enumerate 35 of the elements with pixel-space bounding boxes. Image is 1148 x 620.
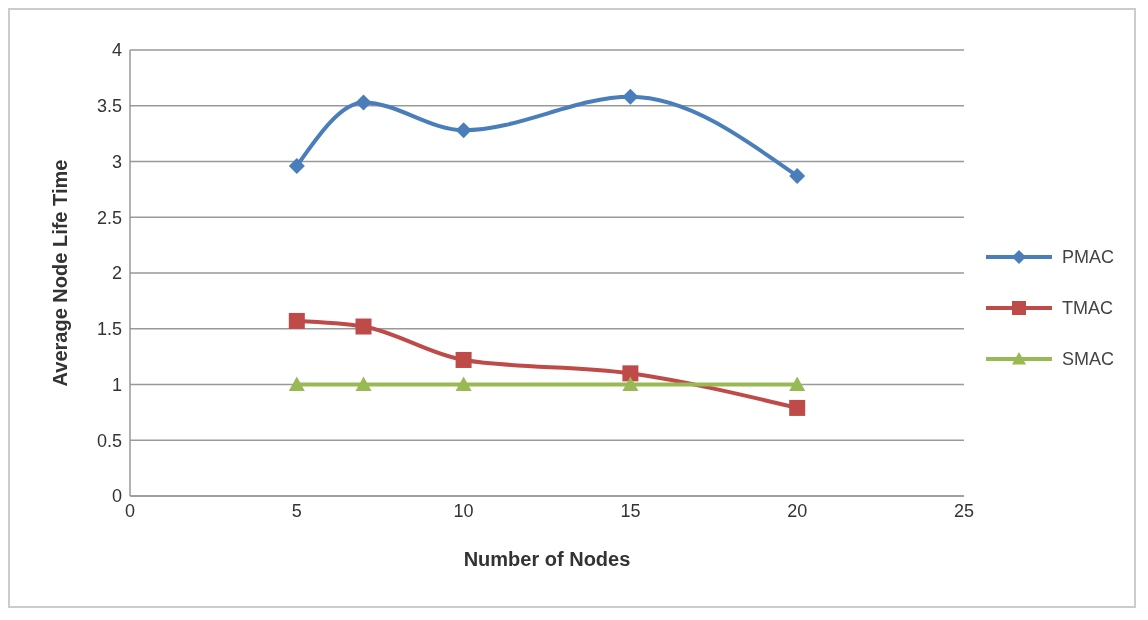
point — [622, 88, 639, 105]
y-tick-label: 0 — [111, 486, 122, 507]
point — [455, 351, 472, 368]
y-axis-title: Average Node Life Time — [49, 159, 72, 387]
x-tick-label: 5 — [291, 500, 302, 521]
point — [355, 376, 372, 391]
x-tick-label: 25 — [953, 500, 974, 521]
point — [622, 376, 639, 391]
legend-label: SMAC — [1061, 348, 1114, 370]
y-tick-label: 3.5 — [96, 96, 122, 117]
x-tick-label: 0 — [124, 500, 136, 521]
y-tick-label: 3 — [111, 151, 122, 172]
y-tick-label: 4 — [111, 40, 122, 61]
y-tick-label: 1 — [111, 374, 122, 395]
point — [622, 365, 639, 382]
legend-label: PMAC — [1061, 246, 1114, 268]
point — [355, 94, 372, 111]
y-tick-label: 1.5 — [96, 319, 122, 340]
x-tick-label: 10 — [453, 500, 474, 521]
point — [355, 318, 372, 335]
legend-label: TMAC — [1061, 297, 1113, 319]
point — [288, 157, 305, 174]
y-tick-label: 2.5 — [96, 207, 122, 228]
x-tick-label: 20 — [787, 500, 808, 521]
y-tick-label: 0.5 — [96, 430, 122, 451]
point — [288, 376, 305, 391]
x-tick-label: 15 — [620, 500, 641, 521]
point — [288, 312, 305, 329]
point — [789, 376, 806, 391]
point — [789, 399, 806, 416]
point — [455, 122, 472, 139]
point — [789, 168, 806, 184]
point — [455, 376, 472, 391]
x-axis-title: Number of Nodes — [463, 548, 631, 570]
y-tick-label: 2 — [111, 263, 122, 284]
